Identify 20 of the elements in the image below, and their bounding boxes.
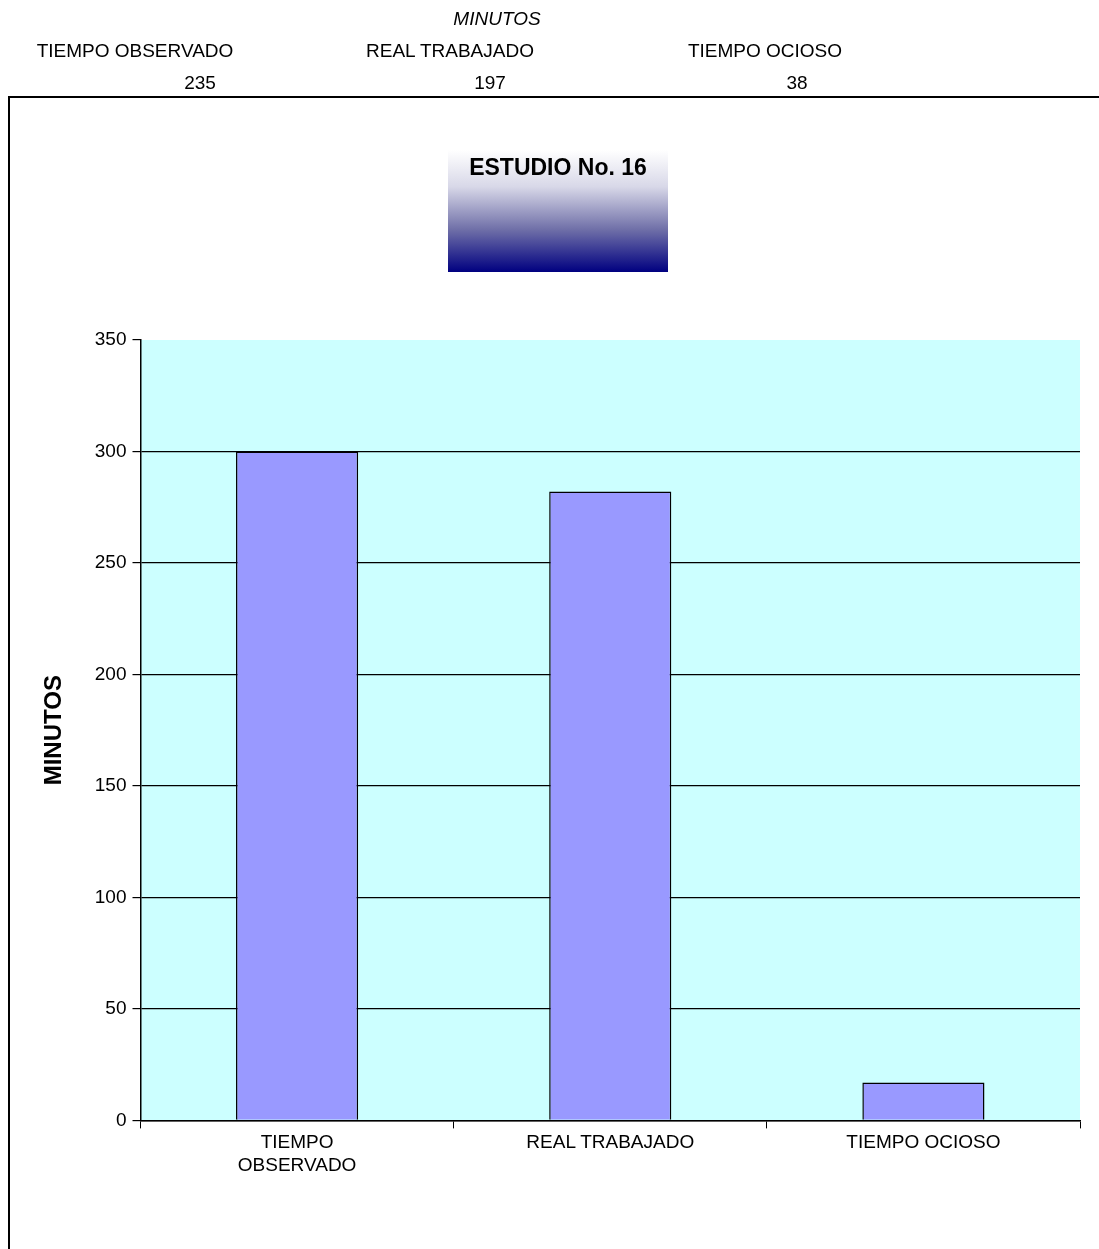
y-tick-label: 350 — [94, 328, 127, 350]
text: TIEMPO OCIOSO — [687, 40, 843, 62]
y-tick-label: 250 — [94, 551, 127, 573]
text: MINUTOS — [453, 8, 541, 30]
text: REAL TRABAJADO — [366, 40, 534, 62]
y-tick-label: 0 — [115, 1108, 127, 1130]
text: 197 — [474, 72, 506, 94]
chart-title: ESTUDIO No. 16 — [448, 150, 668, 272]
x-tick-label: REAL TRABAJADO — [526, 1131, 695, 1153]
y-tick-label: 150 — [94, 774, 127, 796]
y-tick-label: 300 — [94, 439, 127, 461]
y-tick-label: 100 — [94, 885, 127, 907]
y-axis-title: MINUTOS — [39, 675, 67, 786]
x-tick-label: TIEMPO OCIOSO — [846, 1131, 1001, 1153]
text: TIEMPO OBSERVADO — [36, 40, 234, 62]
y-tick-label: 50 — [105, 997, 127, 1019]
y-tick-label: 200 — [94, 662, 127, 684]
text: 235 — [184, 72, 216, 94]
x-tick-label: TIEMPO OBSERVADO — [237, 1131, 357, 1175]
text: 38 — [786, 72, 808, 94]
